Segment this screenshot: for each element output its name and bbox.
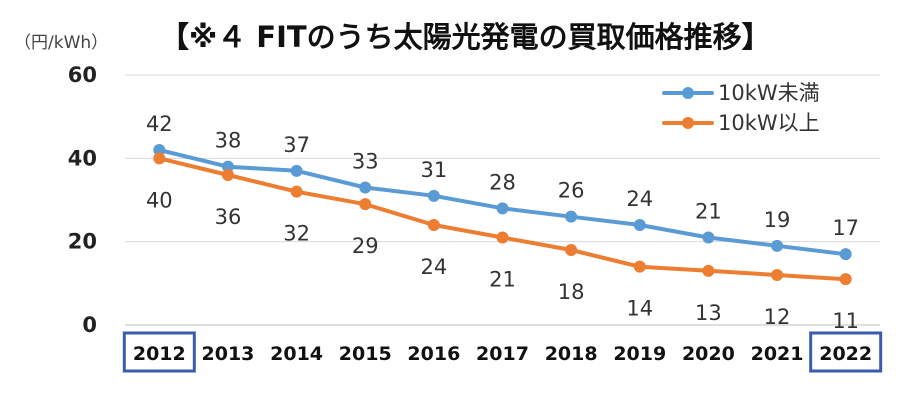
data-point-series-2 <box>221 169 234 181</box>
x-tick-label: 2020 <box>682 343 735 365</box>
x-tick-label: 2012 <box>133 343 186 365</box>
data-point-series-1 <box>702 231 715 244</box>
legend-marker-series-2 <box>682 117 694 129</box>
data-label-series-1: 31 <box>420 158 447 182</box>
y-tick-label: 40 <box>68 146 97 170</box>
data-label-series-1: 37 <box>283 133 310 157</box>
data-point-series-1 <box>565 210 578 223</box>
x-tick-label: 2015 <box>339 343 392 365</box>
data-label-series-1: 28 <box>489 170 516 194</box>
data-label-series-1: 17 <box>832 216 859 240</box>
x-tick-label: 2017 <box>476 343 529 365</box>
data-label-series-1: 33 <box>352 150 379 174</box>
x-tick-label: 2021 <box>751 343 804 365</box>
data-label-series-2: 14 <box>626 297 653 321</box>
y-axis-unit-label: （円/kWh） <box>14 33 109 53</box>
data-label-series-1: 24 <box>626 187 653 211</box>
legend-label-series-1: 10kW未満 <box>718 81 820 105</box>
data-label-series-2: 11 <box>832 309 859 333</box>
data-point-series-1 <box>771 239 784 252</box>
data-label-series-2: 40 <box>146 188 173 212</box>
data-point-series-2 <box>496 231 509 244</box>
data-label-series-1: 38 <box>215 129 242 153</box>
data-label-series-2: 18 <box>558 280 585 304</box>
data-point-series-2 <box>702 264 715 277</box>
y-tick-label: 0 <box>82 313 97 337</box>
y-tick-label: 20 <box>68 230 97 254</box>
data-point-series-1 <box>496 202 509 215</box>
data-label-series-2: 21 <box>489 268 516 292</box>
x-tick-label: 2013 <box>202 343 255 365</box>
x-tick-label: 2022 <box>819 343 872 365</box>
data-label-series-2: 32 <box>283 222 310 246</box>
data-point-series-1 <box>633 219 646 231</box>
x-tick-highlight-box <box>122 331 196 373</box>
data-label-series-1: 21 <box>695 200 722 224</box>
y-tick-label: 60 <box>68 63 97 87</box>
data-point-series-1 <box>221 160 234 173</box>
data-point-series-2 <box>771 269 784 281</box>
data-label-series-2: 36 <box>215 205 242 229</box>
data-point-series-1 <box>290 164 303 177</box>
x-tick-highlight-box <box>809 331 883 373</box>
data-label-series-1: 26 <box>558 179 585 203</box>
data-label-series-1: 42 <box>146 112 173 136</box>
x-tick-label: 2016 <box>407 343 460 365</box>
data-label-series-1: 19 <box>764 208 791 232</box>
x-tick-label: 2018 <box>545 343 598 365</box>
data-point-series-2 <box>290 185 303 198</box>
data-point-series-1 <box>153 144 166 156</box>
data-label-series-2: 24 <box>420 255 447 279</box>
data-point-series-1 <box>427 189 440 202</box>
data-point-series-2 <box>153 152 166 165</box>
data-point-series-1 <box>839 248 852 261</box>
x-tick-label: 2019 <box>613 343 666 365</box>
data-label-series-2: 13 <box>695 301 722 325</box>
legend-label-series-2: 10kW以上 <box>718 111 820 135</box>
data-label-series-2: 12 <box>764 305 791 329</box>
data-label-series-2: 29 <box>352 234 379 258</box>
chart-title: 【※４ FITのうち太陽光発電の買取価格推移】 <box>160 20 771 54</box>
data-point-series-2 <box>565 244 578 256</box>
data-point-series-1 <box>359 181 372 194</box>
data-point-series-2 <box>839 273 852 286</box>
x-tick-label: 2014 <box>270 343 323 365</box>
data-point-series-2 <box>427 219 440 231</box>
data-point-series-2 <box>359 198 372 211</box>
legend-marker-series-1 <box>682 87 694 99</box>
data-point-series-2 <box>633 260 646 273</box>
